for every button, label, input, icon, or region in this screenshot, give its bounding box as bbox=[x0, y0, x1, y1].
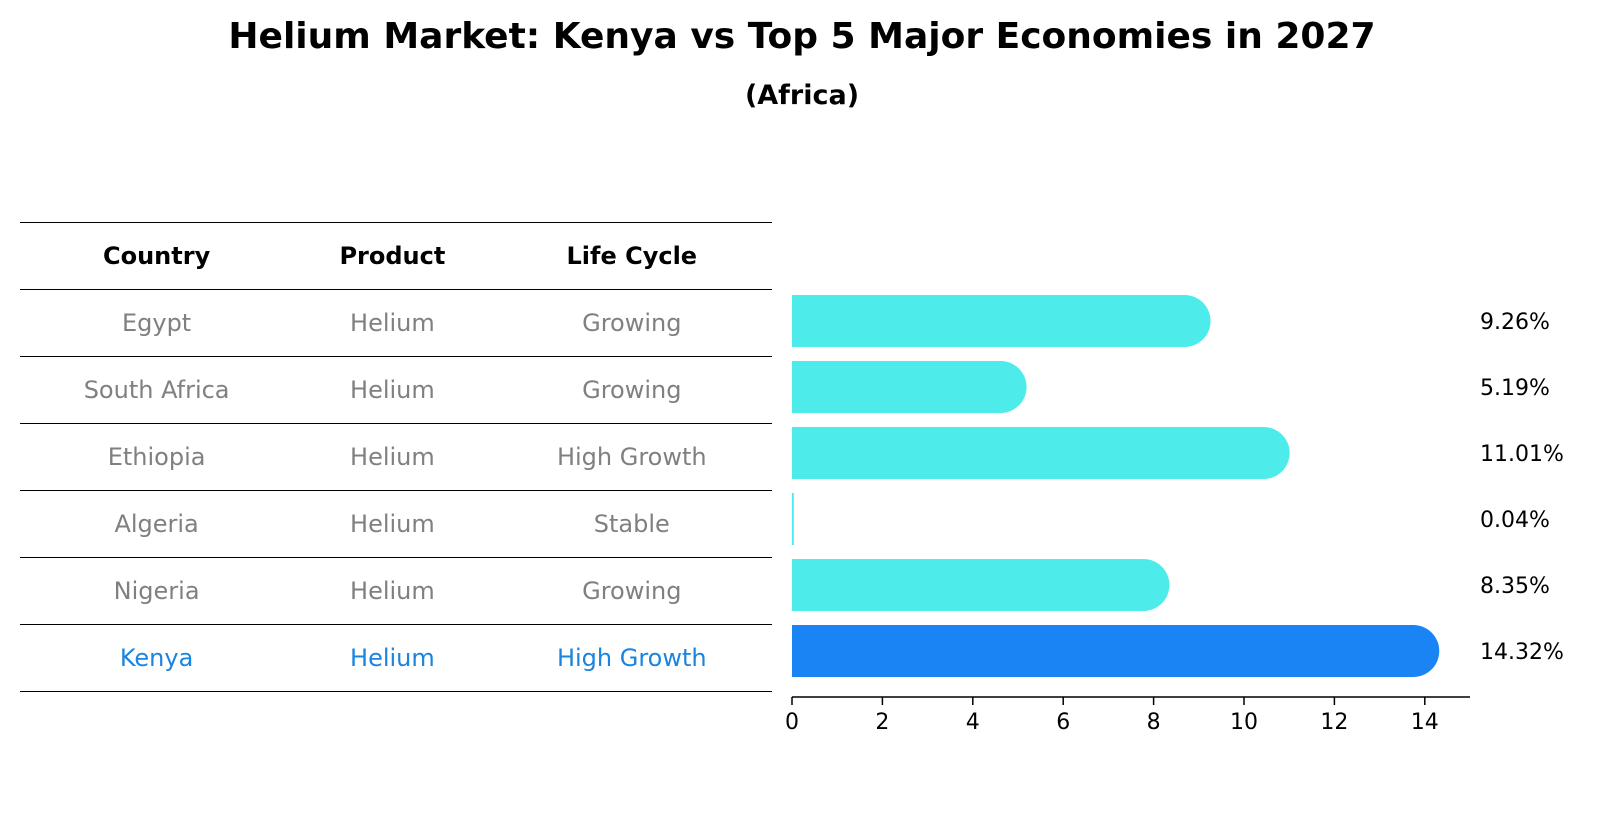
country-cell: Egypt bbox=[20, 289, 294, 357]
x-tick-label: 10 bbox=[1230, 710, 1258, 735]
x-tick-label: 4 bbox=[966, 710, 980, 735]
country-cell: South Africa bbox=[20, 356, 294, 424]
value-label: 0.04% bbox=[1480, 508, 1550, 533]
header-life-cycle: Life Cycle bbox=[491, 222, 772, 290]
country-table: Country Product Life Cycle Egypt Helium … bbox=[20, 222, 772, 692]
life-cycle-cell: Growing bbox=[491, 557, 772, 625]
x-tick-label: 6 bbox=[1056, 710, 1070, 735]
table-row: Egypt Helium Growing bbox=[20, 289, 772, 357]
bar bbox=[792, 361, 1027, 413]
life-cycle-cell: High Growth bbox=[491, 423, 772, 491]
table-row: South Africa Helium Growing bbox=[20, 356, 772, 424]
header-product: Product bbox=[293, 222, 492, 290]
table-row-highlight: Kenya Helium High Growth bbox=[20, 624, 772, 692]
chart-title: Helium Market: Kenya vs Top 5 Major Econ… bbox=[228, 16, 1376, 57]
bar-highlight bbox=[792, 625, 1440, 677]
bar bbox=[792, 427, 1290, 479]
table-header-row: Country Product Life Cycle bbox=[20, 222, 772, 290]
x-tick-label: 2 bbox=[875, 710, 889, 735]
life-cycle-cell: Growing bbox=[491, 356, 772, 424]
x-tick-label: 8 bbox=[1147, 710, 1161, 735]
x-tick-label: 0 bbox=[785, 710, 799, 735]
chart-subtitle: (Africa) bbox=[744, 80, 860, 111]
bar bbox=[792, 295, 1211, 347]
product-cell: Helium bbox=[293, 624, 492, 692]
x-tick-label: 14 bbox=[1411, 710, 1439, 735]
value-label: 11.01% bbox=[1480, 442, 1564, 467]
bar bbox=[792, 559, 1170, 611]
table-row: Algeria Helium Stable bbox=[20, 490, 772, 558]
life-cycle-cell: Stable bbox=[491, 490, 772, 558]
product-cell: Helium bbox=[293, 490, 492, 558]
country-cell: Kenya bbox=[20, 624, 294, 692]
value-label: 9.26% bbox=[1480, 310, 1550, 335]
product-cell: Helium bbox=[293, 289, 492, 357]
country-cell: Ethiopia bbox=[20, 423, 294, 491]
table-row: Ethiopia Helium High Growth bbox=[20, 423, 772, 491]
product-cell: Helium bbox=[293, 557, 492, 625]
table-row: Nigeria Helium Growing bbox=[20, 557, 772, 625]
header-country: Country bbox=[20, 222, 294, 290]
product-cell: Helium bbox=[293, 356, 492, 424]
life-cycle-cell: High Growth bbox=[491, 624, 772, 692]
life-cycle-cell: Growing bbox=[491, 289, 772, 357]
value-label: 14.32% bbox=[1480, 640, 1564, 665]
country-cell: Nigeria bbox=[20, 557, 294, 625]
bar bbox=[792, 493, 794, 545]
x-tick-label: 12 bbox=[1320, 710, 1348, 735]
value-label: 5.19% bbox=[1480, 376, 1550, 401]
value-label: 8.35% bbox=[1480, 574, 1550, 599]
country-cell: Algeria bbox=[20, 490, 294, 558]
product-cell: Helium bbox=[293, 423, 492, 491]
